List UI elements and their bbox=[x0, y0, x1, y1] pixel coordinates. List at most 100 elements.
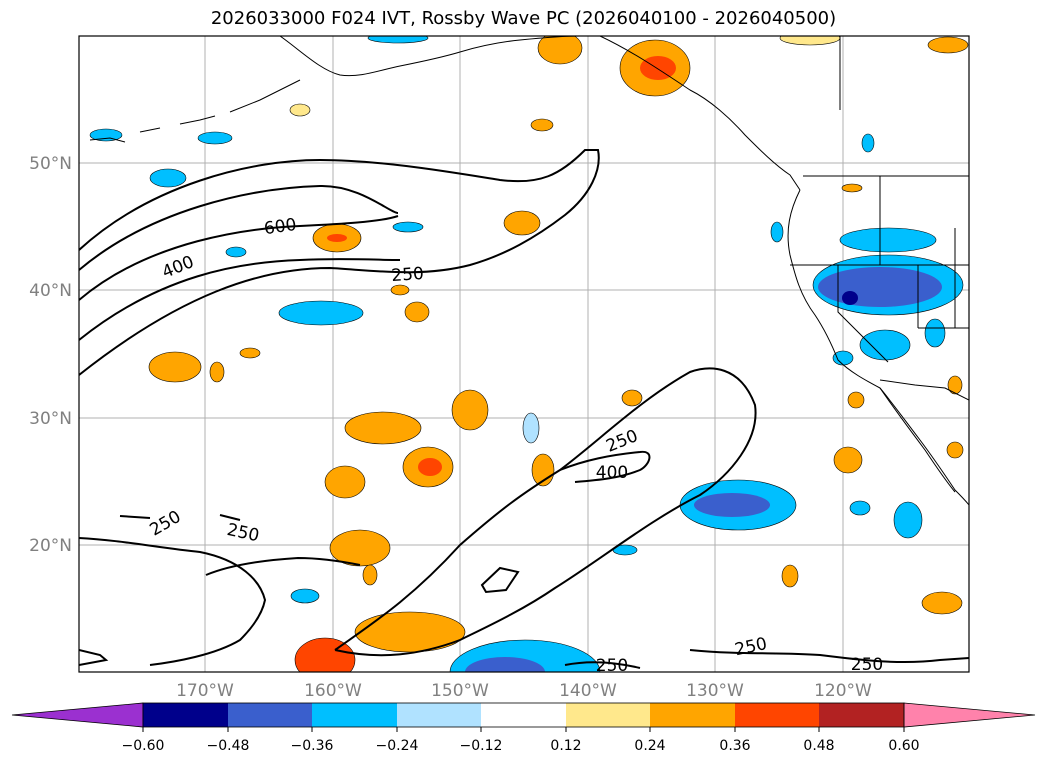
contour-label: 400 bbox=[596, 463, 628, 483]
anomaly-blob bbox=[418, 458, 442, 476]
contour-label: 250 bbox=[851, 655, 883, 675]
anomaly-blob bbox=[367, 36, 429, 44]
anomaly-blob bbox=[537, 36, 583, 65]
anomaly-blob bbox=[621, 389, 643, 407]
coastline-panhandle bbox=[599, 36, 801, 191]
ivt-contour-line bbox=[119, 514, 241, 521]
anomaly-blob bbox=[209, 361, 225, 383]
anomaly-blob bbox=[362, 564, 378, 586]
coastlines bbox=[89, 36, 969, 506]
ivt-contour-line bbox=[79, 215, 399, 301]
lon-label: 130°W bbox=[686, 681, 744, 701]
colorbar-tick-label: −0.60 bbox=[122, 738, 165, 754]
colorbar-segment bbox=[143, 703, 228, 727]
negative-anomaly-areas bbox=[89, 36, 964, 672]
lon-label: 170°W bbox=[176, 681, 234, 701]
anomaly-blob bbox=[781, 564, 799, 588]
anomaly-blob bbox=[861, 133, 875, 153]
anomaly-blob bbox=[148, 351, 202, 383]
map-title: 2026033000 F024 IVT, Rossby Wave PC (202… bbox=[210, 8, 837, 29]
ivt-contour-line bbox=[79, 149, 600, 376]
anomaly-blob bbox=[239, 347, 261, 359]
border-line bbox=[879, 379, 969, 401]
anomaly-blob bbox=[89, 128, 123, 142]
anomaly-blob bbox=[770, 221, 784, 243]
colorbar-segment bbox=[819, 703, 904, 727]
anomaly-blob bbox=[927, 36, 969, 54]
colorbar-tick-label: 0.12 bbox=[550, 738, 581, 754]
contour-label: 250 bbox=[596, 656, 628, 676]
colorbar-tick-label: 0.48 bbox=[803, 738, 834, 754]
anomaly-blob bbox=[924, 318, 946, 348]
ivt-contour-line bbox=[334, 367, 757, 657]
ivt-contour-line bbox=[689, 649, 969, 664]
colorbar-tick-label: −0.12 bbox=[460, 738, 503, 754]
colorbar-extend-min bbox=[11, 702, 144, 728]
lat-label: 30°N bbox=[29, 409, 72, 429]
anomaly-blob bbox=[197, 131, 233, 145]
anomaly-blob bbox=[640, 56, 676, 80]
anomaly-blob bbox=[278, 300, 364, 326]
anomaly-blob bbox=[451, 389, 489, 431]
colorbar-tick-label: −0.36 bbox=[291, 738, 334, 754]
anomaly-blob bbox=[324, 465, 366, 499]
colorbar-segment bbox=[735, 703, 819, 727]
coastline-westcoast bbox=[787, 189, 969, 506]
colorbar-segment bbox=[481, 703, 566, 727]
contour-label: 600 bbox=[263, 215, 298, 239]
positive-anomaly-areas bbox=[148, 36, 969, 672]
ivt-contour-line bbox=[559, 450, 651, 483]
anomaly-blob bbox=[849, 500, 871, 516]
colorbar-tick-label: −0.24 bbox=[376, 738, 419, 754]
anomaly-blob bbox=[779, 36, 841, 46]
anomaly-blob bbox=[522, 412, 540, 444]
colorbar-tick-label: 0.60 bbox=[888, 738, 919, 754]
anomaly-blob bbox=[839, 227, 937, 253]
latitude-labels: 50°N 40°N 30°N 20°N bbox=[29, 154, 72, 556]
anomaly-blob bbox=[225, 246, 247, 258]
ivt-contour-line bbox=[564, 661, 641, 669]
map-frame bbox=[78, 35, 970, 673]
colorbar-segment bbox=[397, 703, 481, 727]
anomaly-blob bbox=[946, 441, 964, 459]
ivt-contour-line bbox=[79, 184, 399, 271]
lon-label: 160°W bbox=[304, 681, 362, 701]
colorbar-tick-label: 0.24 bbox=[634, 738, 665, 754]
colorbar-segment bbox=[312, 703, 397, 727]
colorbar-extend-max bbox=[903, 702, 1036, 728]
anomaly-blob bbox=[294, 637, 356, 672]
anomaly-blob bbox=[404, 301, 430, 323]
lat-label: 40°N bbox=[29, 281, 72, 301]
anomaly-blob bbox=[847, 391, 865, 409]
border-line bbox=[837, 265, 889, 363]
anomaly-blob bbox=[390, 284, 410, 296]
anomaly-blob bbox=[833, 446, 863, 474]
colorbar-segment bbox=[228, 703, 312, 727]
anomaly-blob bbox=[503, 210, 541, 236]
state-borders bbox=[790, 36, 969, 401]
anomaly-blob bbox=[818, 267, 942, 307]
anomaly-blob bbox=[694, 493, 770, 517]
contour-label: 250 bbox=[391, 264, 425, 286]
anomaly-blob bbox=[392, 221, 424, 233]
anomaly-blob bbox=[832, 350, 854, 366]
coastline-alaska bbox=[279, 36, 581, 77]
ivt-contour-line bbox=[205, 556, 361, 576]
ivt-contours bbox=[79, 149, 969, 669]
anomaly-blob bbox=[921, 591, 963, 615]
anomaly-blob bbox=[149, 168, 187, 188]
ivt-contour-line bbox=[480, 566, 520, 594]
anomaly-blob bbox=[344, 411, 422, 445]
anomaly-blob bbox=[465, 657, 545, 672]
ivt-contour-line bbox=[79, 649, 109, 666]
anomaly-blob bbox=[327, 234, 347, 242]
anomaly-blob bbox=[289, 103, 311, 117]
lon-label: 140°W bbox=[559, 681, 617, 701]
anomaly-blob bbox=[893, 501, 923, 539]
anomaly-blob bbox=[329, 529, 391, 567]
anomaly-blob bbox=[290, 588, 320, 604]
anomaly-blob bbox=[354, 611, 466, 653]
ivt-contour-line bbox=[79, 258, 401, 341]
lon-label: 120°W bbox=[814, 681, 872, 701]
lon-label: 150°W bbox=[431, 681, 489, 701]
